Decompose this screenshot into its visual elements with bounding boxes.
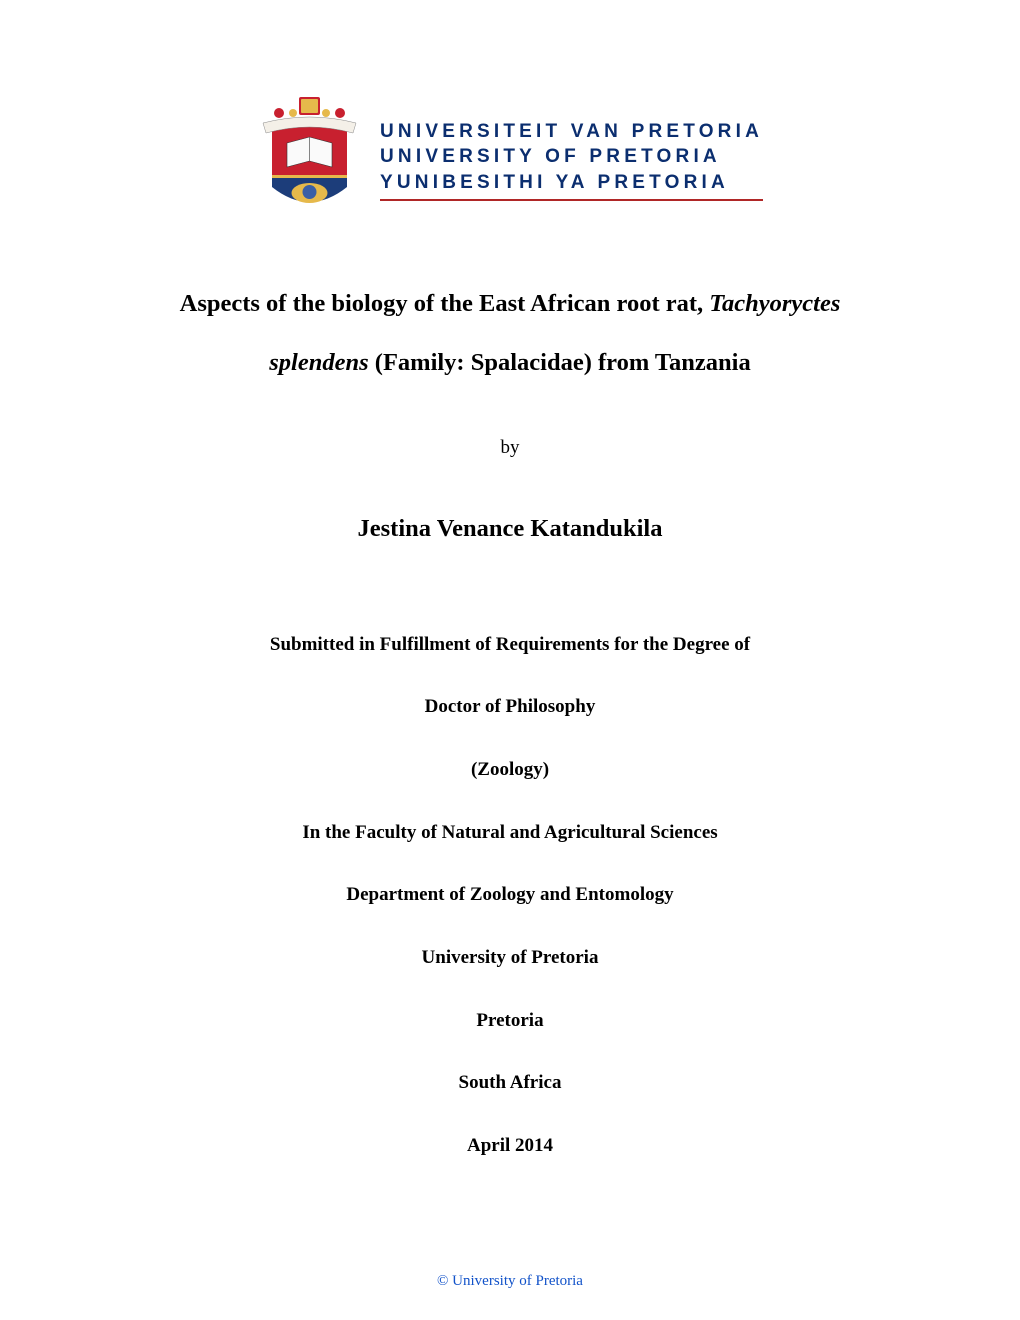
- university-name-en: UNIVERSITY OF PRETORIA: [380, 144, 763, 170]
- author-name: Jestina Venance Katandukila: [358, 515, 663, 543]
- university-crest-icon: [257, 95, 362, 225]
- title-species-epithet: splendens: [269, 349, 368, 376]
- degree-line: Doctor of Philosophy: [425, 695, 596, 720]
- university-logo: UNIVERSITEIT VAN PRETORIA UNIVERSITY OF …: [257, 95, 763, 225]
- title-suffix: (Family: Spalacidae) from Tanzania: [369, 349, 751, 376]
- thesis-title: Aspects of the biology of the East Afric…: [180, 275, 841, 393]
- city-line: Pretoria: [476, 1009, 543, 1034]
- title-species-genus: Tachyoryctes: [709, 290, 840, 317]
- page: UNIVERSITEIT VAN PRETORIA UNIVERSITY OF …: [0, 0, 1020, 1320]
- submitted-line: Submitted in Fulfillment of Requirements…: [270, 633, 750, 658]
- university-name-block: UNIVERSITEIT VAN PRETORIA UNIVERSITY OF …: [380, 119, 763, 202]
- department-line: Department of Zoology and Entomology: [346, 883, 673, 908]
- university-name-zu: YUNIBESITHI YA PRETORIA: [380, 170, 763, 196]
- by-label: by: [501, 437, 520, 459]
- university-name-underline: [380, 199, 763, 201]
- date-line: April 2014: [467, 1134, 553, 1159]
- university-line: University of Pretoria: [422, 946, 599, 971]
- faculty-line: In the Faculty of Natural and Agricultur…: [302, 821, 717, 846]
- copyright-footer: © University of Pretoria: [0, 1273, 1020, 1290]
- university-name-af: UNIVERSITEIT VAN PRETORIA: [380, 119, 763, 145]
- discipline-line: (Zoology): [471, 758, 549, 783]
- country-line: South Africa: [459, 1071, 562, 1096]
- title-prefix: Aspects of the biology of the East Afric…: [180, 290, 710, 317]
